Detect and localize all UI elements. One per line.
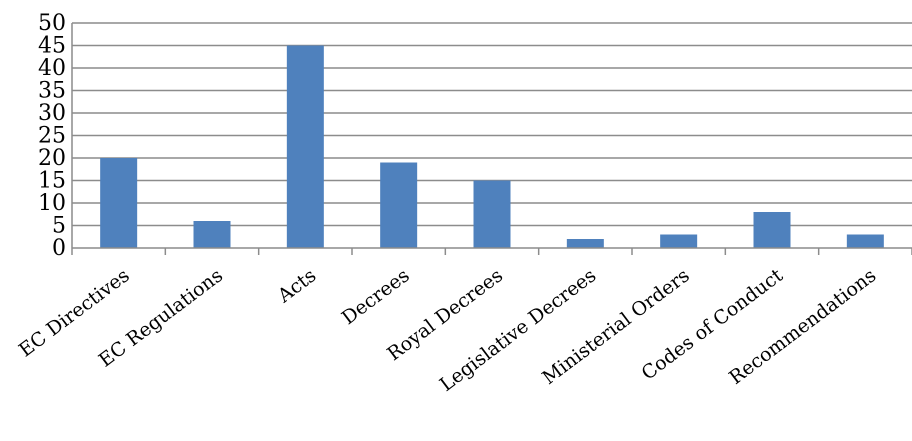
bar bbox=[193, 221, 231, 248]
y-tick-label: 5 bbox=[52, 214, 66, 239]
y-tick-label: 35 bbox=[38, 79, 66, 104]
y-tick-label: 50 bbox=[38, 11, 66, 36]
bar bbox=[473, 180, 511, 248]
y-tick-label: 40 bbox=[38, 56, 66, 81]
y-tick-label: 0 bbox=[52, 236, 66, 261]
x-category-label: Legislative Decrees bbox=[436, 264, 601, 396]
bar bbox=[660, 234, 698, 248]
bar bbox=[100, 158, 138, 248]
y-tick-label: 10 bbox=[38, 191, 66, 216]
bar bbox=[566, 239, 604, 248]
gridlines bbox=[72, 22, 912, 227]
y-tick-label: 25 bbox=[38, 124, 66, 149]
bars bbox=[100, 45, 884, 248]
bar bbox=[753, 212, 791, 248]
bar bbox=[286, 45, 324, 248]
axes bbox=[71, 23, 912, 255]
y-tick-label: 30 bbox=[38, 101, 66, 126]
x-category-label: Acts bbox=[273, 264, 320, 307]
bar bbox=[846, 234, 884, 248]
y-tick-label: 20 bbox=[38, 146, 66, 171]
bar bbox=[380, 162, 418, 248]
y-tick-label: 45 bbox=[38, 34, 66, 59]
x-category-label: Decrees bbox=[338, 264, 414, 329]
y-tick-label: 15 bbox=[38, 169, 66, 194]
